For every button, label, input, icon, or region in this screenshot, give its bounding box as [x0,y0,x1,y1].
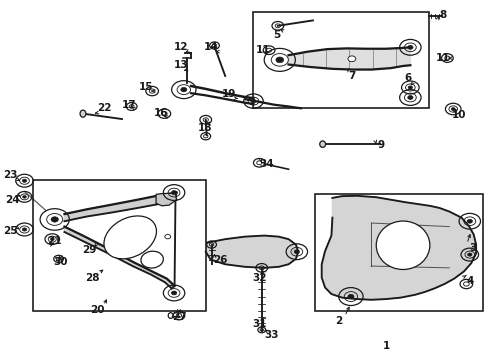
Circle shape [407,45,412,49]
Circle shape [250,99,255,103]
Text: 6: 6 [404,73,411,83]
Text: 17: 17 [121,100,136,110]
Polygon shape [205,235,298,268]
Text: 29: 29 [82,245,97,255]
Text: 23: 23 [2,170,17,180]
Text: 31: 31 [252,319,266,329]
Text: 5: 5 [272,30,280,40]
Bar [33,180,205,311]
Text: 2: 2 [334,316,342,325]
Text: 34: 34 [259,159,273,169]
Polygon shape [156,193,176,206]
Circle shape [466,219,471,223]
Text: 16: 16 [153,108,168,118]
Polygon shape [321,196,475,300]
Text: 21: 21 [47,236,62,246]
Text: 14: 14 [204,42,219,52]
Text: 22: 22 [97,103,111,113]
Ellipse shape [104,216,156,259]
Text: 24: 24 [5,195,20,205]
Text: 33: 33 [264,330,278,340]
Text: 26: 26 [213,255,227,265]
Text: 1: 1 [382,341,389,351]
Circle shape [171,291,176,295]
Circle shape [22,195,26,198]
Circle shape [450,108,454,111]
Text: 4: 4 [465,276,472,286]
Text: 11: 11 [255,45,270,55]
Circle shape [164,234,170,239]
Text: 12: 12 [174,42,188,52]
Bar [315,194,483,311]
Text: 27: 27 [171,312,186,322]
Polygon shape [64,193,176,221]
Text: 13: 13 [174,60,188,70]
Circle shape [407,95,412,99]
Text: 30: 30 [53,257,68,267]
Circle shape [171,190,176,194]
Polygon shape [288,47,409,69]
Circle shape [407,86,412,89]
Text: 18: 18 [197,123,212,133]
Text: 32: 32 [252,273,266,283]
Text: 9: 9 [377,140,384,150]
Ellipse shape [141,251,163,268]
Text: 25: 25 [2,226,17,236]
Text: 7: 7 [347,71,355,81]
Bar [253,12,428,108]
Ellipse shape [80,110,86,117]
Circle shape [50,238,54,240]
Text: 20: 20 [90,305,104,315]
Circle shape [467,253,471,256]
Ellipse shape [319,141,325,147]
Text: 15: 15 [139,82,153,92]
Circle shape [347,294,353,299]
Circle shape [181,87,186,92]
Circle shape [347,56,355,62]
Polygon shape [64,226,174,288]
Ellipse shape [375,221,429,270]
Text: 10: 10 [451,111,466,121]
Circle shape [294,250,299,254]
Circle shape [275,57,283,63]
Text: 19: 19 [222,89,236,99]
Circle shape [22,228,27,231]
Text: 8: 8 [439,10,446,20]
Text: 11: 11 [435,53,450,63]
Text: 3: 3 [468,243,475,253]
Circle shape [22,179,27,182]
Circle shape [51,217,58,222]
Text: 28: 28 [85,273,100,283]
